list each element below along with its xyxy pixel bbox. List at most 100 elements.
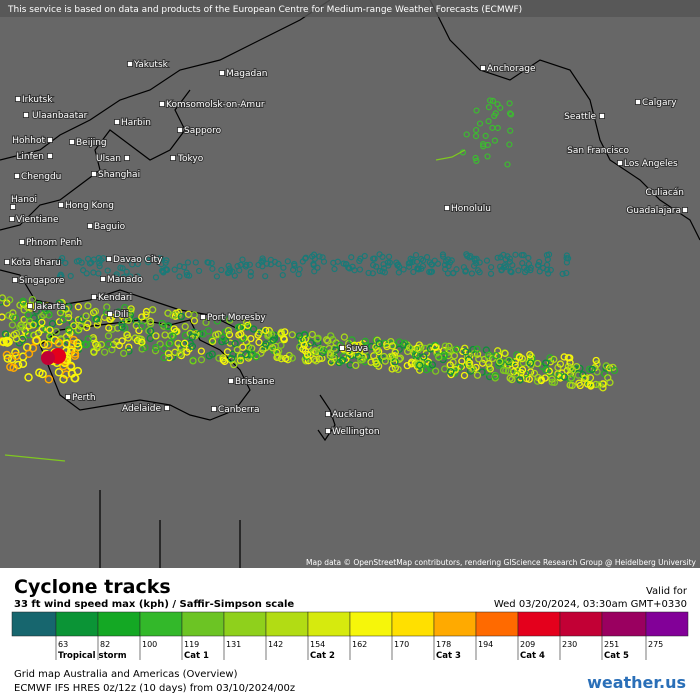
track-point	[59, 315, 67, 324]
track-point	[146, 334, 154, 343]
track-point	[422, 366, 431, 374]
track-point	[473, 157, 480, 164]
track-point	[384, 259, 391, 266]
track-point	[166, 339, 174, 347]
track-point	[56, 309, 65, 317]
track-point	[415, 266, 422, 273]
category-label: Cat 2	[310, 651, 335, 661]
track-point	[427, 269, 434, 276]
logo[interactable]: weather.us	[587, 673, 686, 692]
track-point	[373, 263, 380, 270]
track-point	[475, 355, 483, 363]
track-point	[527, 361, 535, 370]
track-point	[403, 361, 411, 370]
city-marker	[480, 65, 486, 71]
track-point	[180, 264, 188, 271]
city-marker	[127, 61, 133, 67]
track-point	[44, 375, 54, 384]
track-point	[572, 362, 581, 371]
scale-swatch	[307, 611, 351, 637]
city-label: San Francisco	[567, 146, 629, 156]
track-point	[134, 273, 141, 280]
city-marker	[124, 155, 130, 161]
map	[0, 0, 700, 568]
city-label: Seattle	[564, 112, 596, 122]
city-label: Canberra	[218, 405, 260, 415]
track-point	[445, 262, 452, 270]
track-point	[381, 357, 389, 365]
scale-swatch	[517, 611, 561, 637]
city-label: Jakarta	[33, 302, 65, 312]
city-marker	[91, 294, 97, 300]
scale-swatch	[645, 611, 689, 637]
track-point	[94, 342, 102, 350]
track-point	[190, 317, 199, 325]
scale-swatch	[265, 611, 309, 637]
track-point	[169, 332, 177, 340]
track-point	[62, 259, 69, 267]
track-point	[171, 348, 179, 356]
city-label: Hong Kong	[65, 201, 114, 211]
track-point	[431, 343, 440, 352]
track-point	[137, 335, 145, 343]
track-point	[295, 332, 304, 340]
track-point	[545, 270, 552, 277]
track-point	[564, 362, 573, 371]
track-point	[268, 344, 277, 352]
track-point	[488, 264, 495, 271]
cyclone-tracks	[0, 97, 619, 462]
track-point	[4, 337, 13, 346]
track-point	[160, 353, 168, 362]
track-point	[504, 367, 513, 375]
track-point	[261, 326, 270, 335]
track-point	[28, 295, 36, 304]
track-point	[485, 360, 493, 368]
track-point	[259, 257, 267, 264]
map-name: Grid map Australia and Americas (Overvie…	[14, 669, 238, 680]
track-point	[169, 311, 177, 319]
track-point	[59, 374, 68, 384]
scale-swatch	[223, 611, 267, 637]
track-point	[311, 268, 318, 275]
track-point	[196, 330, 204, 338]
track-point	[550, 378, 559, 387]
track-point	[563, 269, 570, 277]
track-point	[84, 335, 92, 343]
track-point	[409, 256, 416, 263]
track-point	[473, 350, 482, 358]
track-point	[186, 272, 193, 279]
track-point	[12, 335, 21, 343]
track-point	[19, 297, 27, 305]
track-point	[230, 360, 238, 369]
track-point	[208, 337, 217, 346]
track-point	[70, 351, 80, 361]
track-point	[501, 349, 509, 358]
city-marker	[682, 207, 688, 213]
category-label: Tropical storm	[58, 651, 127, 661]
track-point	[444, 270, 452, 277]
track-point	[114, 324, 122, 332]
scale-tick-label: 194	[478, 640, 493, 649]
city-marker	[599, 147, 605, 153]
track-point	[357, 255, 364, 262]
track-point	[149, 306, 157, 314]
track-point	[267, 256, 274, 263]
track-point	[96, 260, 103, 267]
track-point	[484, 153, 491, 160]
city-label: Vientiane	[16, 215, 59, 225]
city-label: Sapporo	[184, 126, 222, 136]
track-point	[104, 332, 113, 340]
track-point	[586, 365, 594, 373]
city-label: Yakutsk	[133, 60, 169, 70]
track-point	[471, 257, 478, 264]
track-point	[610, 366, 619, 375]
track-point	[242, 263, 249, 270]
track-point	[70, 322, 78, 330]
track-point	[525, 260, 533, 268]
track-point	[184, 259, 192, 266]
track-point	[420, 257, 427, 264]
track-point	[556, 360, 565, 368]
track-point	[204, 327, 213, 335]
track-point	[473, 371, 482, 379]
track-point	[177, 312, 186, 321]
